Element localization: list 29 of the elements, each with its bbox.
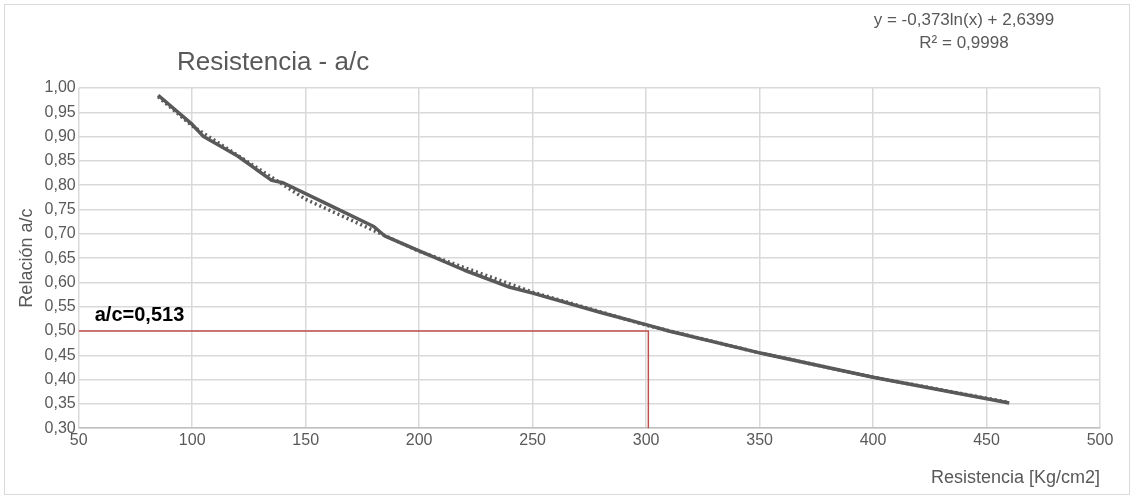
x-tick-label: 150 [292,431,320,449]
y-tick-label: 0,50 [44,321,76,339]
x-tick-label: 350 [746,431,774,449]
y-tick-label: 0,65 [44,248,76,266]
y-tick-label: 0,55 [44,297,76,315]
y-tick-label: 0,90 [44,127,76,145]
x-tick-label: 200 [405,431,433,449]
chart-title: Resistencia - a/c [177,46,370,76]
y-axis-title: Relación a/c [15,208,36,308]
y-tick-label: 0,80 [44,175,76,193]
x-tick-label: 250 [519,431,547,449]
x-tick-label: 400 [859,431,887,449]
y-tick-label: 0,45 [44,345,76,363]
y-tick-label: 0,75 [44,199,76,217]
y-tick-label: 0,95 [44,102,76,120]
text: y = -0,373ln(x) + 2,6399 [873,10,1055,29]
annotation: a/c=0,513 [94,302,185,325]
y-tick-label: 1,00 [44,78,76,96]
y-tick-label: 0,70 [44,224,76,242]
y-tick-label: 0,60 [44,272,76,290]
x-tick-label: 450 [973,431,1000,449]
text: R² = 0,9998 [919,33,1009,52]
y-tick-label: 0,85 [44,151,76,169]
y-tick-label: 0,35 [44,394,76,412]
y-tick-label: 0,40 [44,370,76,388]
x-tick-label: 300 [632,431,660,449]
x-tick-label: 100 [178,431,206,449]
x-axis-title: Resistencia [Kg/cm2] [930,467,1100,488]
x-tick-label: 500 [1086,431,1114,449]
